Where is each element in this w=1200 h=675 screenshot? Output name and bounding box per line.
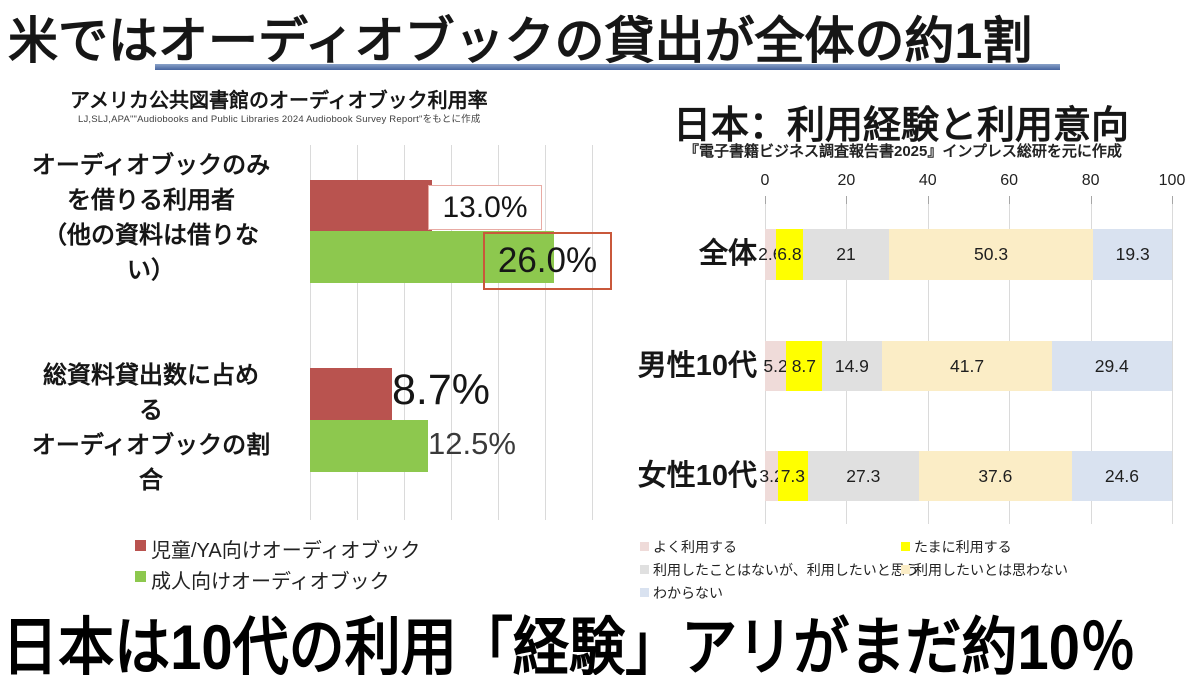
- segment-value-label: 50.3: [974, 244, 1009, 264]
- axis-tick-mark: [927, 196, 929, 204]
- stacked-segment: 2.6: [758, 229, 782, 280]
- axis-tick-label: 40: [918, 172, 937, 189]
- stacked-segment: 29.4: [1051, 341, 1172, 391]
- bar-value-label: 26.0%: [483, 232, 612, 290]
- legend-swatch: [901, 542, 910, 551]
- gridline: [451, 145, 452, 520]
- gridline: [545, 145, 546, 520]
- stacked-segment: 50.3: [888, 229, 1094, 280]
- segment-value-label: 14.9: [834, 355, 869, 376]
- gridline: [357, 145, 358, 520]
- category-label: オーディオブックのみ を借りる利用者 （他の資料は借りな い）: [0, 148, 302, 288]
- stacked-segment: 41.7: [882, 341, 1052, 391]
- japan-chart-source: 『電子書籍ビジネス調査報告書2025』インプレス総研を元に作成: [684, 143, 1122, 160]
- segment-value-label: 6.8: [777, 244, 802, 264]
- gridline: [404, 145, 405, 520]
- segment-value-label: 7.3: [780, 465, 806, 486]
- segment-value-label: 41.7: [950, 355, 985, 376]
- segment-value-label: 8.7: [791, 355, 817, 376]
- row-label: 全体: [698, 238, 757, 270]
- category-label: 総資料貸出数に占めるオーディオブックの割合: [0, 358, 302, 498]
- gridline: [1172, 196, 1173, 524]
- row-label: 男性10代: [637, 350, 757, 382]
- segment-value-label: 37.6: [978, 465, 1013, 486]
- stacked-segment: 8.7: [786, 341, 822, 391]
- segment-value-label: 29.4: [1094, 355, 1129, 376]
- axis-tick-mark: [1009, 196, 1011, 204]
- us-chart-source: LJ,SLJ,APA""Audiobooks and Public Librar…: [78, 114, 481, 125]
- stacked-segment: 19.3: [1093, 229, 1172, 280]
- stacked-segment: 14.9: [821, 341, 883, 391]
- bar: [310, 180, 433, 231]
- gridline: [498, 145, 499, 520]
- legend-label: たまに利用する: [914, 539, 1012, 555]
- category-label-line: オーディオブックの割: [31, 432, 271, 459]
- legend-label: 成人向けオーディオブック: [151, 571, 390, 593]
- legend-label: 利用したことはないが、利用したいと思う: [653, 562, 919, 578]
- legend-swatch: [640, 565, 649, 574]
- axis-tick-label: 60: [1000, 172, 1019, 189]
- legend-swatch: [135, 571, 146, 582]
- segment-value-label: 27.3: [846, 465, 881, 486]
- category-label-line: 合: [139, 467, 163, 494]
- slide-title-top: 米ではオーディオブックの貸出が全体の約1割: [8, 13, 1033, 69]
- legend-swatch: [135, 540, 146, 551]
- category-label-line: る: [139, 397, 163, 424]
- stacked-segment: 21: [803, 229, 889, 280]
- category-label-line: 総資料貸出数に占め: [43, 362, 259, 389]
- gridline: [310, 145, 311, 520]
- axis-tick-label: 20: [837, 172, 856, 189]
- segment-value-label: 19.3: [1115, 244, 1150, 264]
- bar-value-label: 13.0%: [428, 185, 542, 230]
- stacked-segment: 3.2: [759, 451, 784, 501]
- segment-value-label: 24.6: [1104, 465, 1139, 486]
- row-label: 女性10代: [637, 460, 757, 492]
- bar-value-label: 8.7%: [392, 366, 491, 414]
- stacked-segment: 37.6: [918, 451, 1072, 501]
- stacked-segment: 24.6: [1071, 451, 1172, 501]
- axis-tick-mark: [846, 196, 848, 204]
- bar: [310, 368, 392, 420]
- legend-swatch: [640, 588, 649, 597]
- category-label-line: （他の資料は借りな: [43, 222, 259, 249]
- stacked-segment: 7.3: [778, 451, 808, 501]
- stacked-segment: 27.3: [807, 451, 919, 501]
- stacked-segment: 5.2: [763, 341, 788, 391]
- legend-swatch: [640, 542, 649, 551]
- title-underline: [155, 64, 1060, 70]
- japan-chart-title: 日本：利用経験と利用意向: [673, 105, 1130, 147]
- bar: [310, 420, 428, 472]
- bar-value-label: 12.5%: [428, 426, 516, 461]
- axis-tick-mark: [765, 196, 766, 204]
- segment-value-label: 5.2: [763, 355, 788, 376]
- legend-label: 児童/YA向けオーディオブック: [151, 540, 421, 562]
- us-chart-title: アメリカ公共図書館のオーディオブック利用率: [70, 90, 488, 112]
- axis-tick-mark: [1172, 196, 1173, 204]
- segment-value-label: 21: [836, 244, 856, 264]
- slide-title-bottom: 日本は10代の利用「経験」アリがまだ約10％: [2, 613, 1136, 675]
- legend-swatch: [901, 565, 910, 574]
- bar: [310, 231, 555, 283]
- category-label-line: オーディオブックのみ: [31, 152, 271, 179]
- legend-label: 利用したいとは思わない: [914, 562, 1068, 578]
- axis-tick-label: 100: [1158, 172, 1186, 189]
- axis-tick-mark: [1090, 196, 1092, 204]
- category-label-line: を借りる利用者: [67, 187, 235, 214]
- axis-tick-label: 80: [1081, 172, 1100, 189]
- legend-label: わからない: [653, 585, 723, 601]
- stacked-segment: 6.8: [775, 229, 804, 280]
- category-label-line: い）: [127, 257, 175, 284]
- legend-label: よく利用する: [653, 539, 737, 555]
- segment-value-label: 3.2: [759, 465, 784, 486]
- axis-tick-label: 0: [760, 172, 770, 189]
- gridline: [592, 145, 593, 520]
